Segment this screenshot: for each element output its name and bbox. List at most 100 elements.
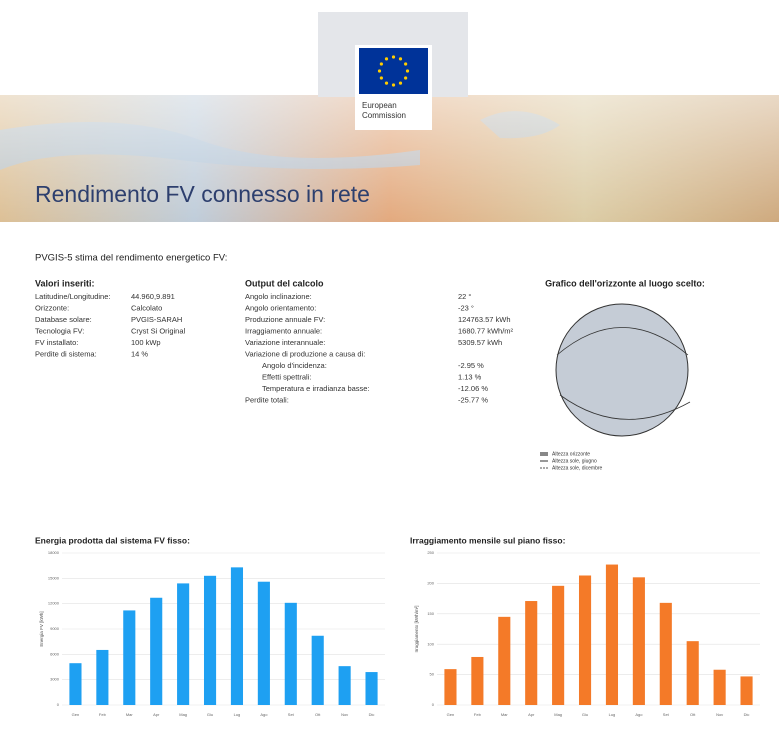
legend-label: Altezza sole, dicembre bbox=[552, 465, 603, 471]
input-label: Orizzonte: bbox=[35, 303, 69, 312]
output-label: Perdite totali: bbox=[245, 395, 289, 404]
x-tick-label: Gen bbox=[72, 712, 80, 717]
x-tick-label: Dic bbox=[369, 712, 375, 717]
bar bbox=[444, 669, 457, 705]
logo-text: Commission bbox=[362, 111, 406, 120]
x-tick-label: Giu bbox=[207, 712, 213, 717]
output-label: Variazione di produzione a causa di: bbox=[245, 349, 365, 358]
x-tick-label: Set bbox=[288, 712, 295, 717]
x-tick-label: Giu bbox=[582, 712, 588, 717]
input-label: Perdite di sistema: bbox=[35, 349, 97, 358]
x-tick-label: Lug bbox=[609, 712, 616, 717]
bar bbox=[740, 676, 753, 705]
star bbox=[377, 69, 382, 73]
x-tick-label: Ott bbox=[315, 712, 321, 717]
output-value: -25.77 % bbox=[458, 395, 488, 404]
output-value: 22 ° bbox=[458, 292, 471, 301]
x-tick-label: Mar bbox=[126, 712, 134, 717]
y-tick-label: 50 bbox=[430, 672, 435, 677]
output-label: Irraggiamento annuale: bbox=[245, 326, 322, 335]
bar bbox=[69, 663, 82, 705]
x-tick-label: Mar bbox=[501, 712, 509, 717]
input-value: 44.960,9.891 bbox=[131, 292, 175, 301]
bar bbox=[177, 583, 190, 705]
star bbox=[384, 57, 389, 61]
bar bbox=[150, 597, 163, 705]
x-tick-label: Nov bbox=[341, 712, 348, 717]
input-label: Tecnologia FV: bbox=[35, 326, 84, 335]
x-tick-label: Feb bbox=[99, 712, 107, 717]
y-axis-label: Irraggiamento [kWh/m²] bbox=[414, 605, 419, 652]
y-tick-label: 12000 bbox=[48, 601, 60, 606]
output-value: -23 ° bbox=[458, 303, 474, 312]
bar bbox=[552, 585, 565, 705]
input-value: 100 kWp bbox=[131, 338, 161, 347]
output-label: Effetti spettrali: bbox=[262, 372, 311, 381]
output-value: 5309.57 kWh bbox=[458, 338, 502, 347]
legend-label: Altezza orizzonte bbox=[552, 451, 590, 457]
bar bbox=[365, 672, 378, 705]
eu-flag bbox=[359, 48, 428, 94]
legend-label: Altezza sole, giugno bbox=[552, 458, 597, 464]
page-title: Rendimento FV connesso in rete bbox=[35, 181, 370, 207]
chart-title: Energia prodotta dal sistema FV fisso: bbox=[35, 535, 190, 545]
bar bbox=[230, 567, 244, 705]
y-tick-label: 250 bbox=[427, 550, 434, 555]
output-value: -2.95 % bbox=[458, 361, 484, 370]
bar bbox=[123, 610, 136, 705]
x-tick-label: Ago bbox=[260, 712, 268, 717]
bar bbox=[311, 635, 324, 705]
bar bbox=[257, 581, 270, 705]
input-label: FV installato: bbox=[35, 338, 78, 347]
output-label: Produzione annuale FV: bbox=[245, 315, 325, 324]
x-tick-label: Dic bbox=[744, 712, 750, 717]
horizon-disc bbox=[555, 303, 689, 437]
output-value: 124763.57 kWh bbox=[458, 315, 511, 324]
output-label: Variazione interannuale: bbox=[245, 338, 325, 347]
bar bbox=[605, 564, 619, 705]
y-tick-label: 150 bbox=[427, 611, 434, 616]
output-label: Angolo d'incidenza: bbox=[262, 361, 327, 370]
input-label: Latitudine/Longitudine: bbox=[35, 292, 110, 301]
bar bbox=[284, 602, 297, 705]
bar bbox=[471, 656, 484, 705]
section-heading: Grafico dell'orizzonte al luogo scelto: bbox=[545, 278, 705, 288]
output-value: -12.06 % bbox=[458, 384, 488, 393]
output-label: Angolo inclinazione: bbox=[245, 292, 312, 301]
star bbox=[391, 83, 396, 87]
x-tick-label: Apr bbox=[153, 712, 160, 717]
x-tick-label: Ott bbox=[690, 712, 696, 717]
bar bbox=[525, 601, 538, 705]
y-axis-label: Energia FV [kWh] bbox=[39, 611, 44, 646]
bar bbox=[659, 602, 672, 705]
bar bbox=[686, 641, 699, 705]
star bbox=[391, 55, 396, 59]
y-tick-label: 100 bbox=[427, 641, 434, 646]
bar bbox=[338, 666, 351, 705]
bar bbox=[713, 669, 726, 705]
star bbox=[384, 81, 389, 85]
x-tick-label: Apr bbox=[528, 712, 535, 717]
y-tick-label: 3000 bbox=[50, 677, 60, 682]
output-label: Temperatura e irradianza basse: bbox=[262, 384, 370, 393]
input-value: 14 % bbox=[131, 349, 148, 358]
x-tick-label: Set bbox=[663, 712, 670, 717]
y-tick-label: 200 bbox=[427, 580, 434, 585]
input-value: PVGIS-SARAH bbox=[131, 315, 182, 324]
x-tick-label: Mag bbox=[554, 712, 562, 717]
intro: PVGIS-5 stima del rendimento energetico … bbox=[35, 253, 227, 264]
star bbox=[398, 81, 403, 85]
x-tick-label: Mag bbox=[179, 712, 187, 717]
x-tick-label: Nov bbox=[716, 712, 723, 717]
x-tick-label: Feb bbox=[474, 712, 482, 717]
bar bbox=[96, 649, 109, 705]
y-tick-label: 15000 bbox=[48, 575, 60, 580]
x-tick-label: Lug bbox=[234, 712, 241, 717]
section-heading: Valori inseriti: bbox=[35, 278, 95, 288]
sun-path bbox=[556, 327, 689, 356]
output-value: 1.13 % bbox=[458, 372, 482, 381]
bar bbox=[632, 577, 645, 705]
y-tick-label: 0 bbox=[432, 702, 435, 707]
